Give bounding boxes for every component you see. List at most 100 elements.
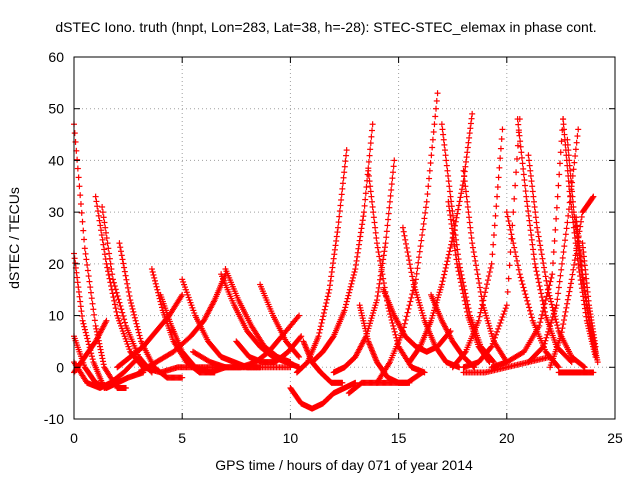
data-point	[105, 268, 112, 275]
data-point	[455, 202, 462, 209]
data-point	[98, 232, 105, 239]
data-point	[569, 198, 576, 205]
data-point	[480, 297, 487, 304]
x-tick-label: 15	[391, 430, 407, 446]
data-point	[453, 256, 460, 263]
data-point	[96, 340, 103, 347]
data-point	[327, 277, 334, 284]
data-point	[90, 306, 97, 313]
data-point	[346, 286, 353, 293]
data-point	[84, 267, 91, 274]
data-point	[389, 175, 396, 182]
data-point	[404, 249, 411, 256]
data-point	[82, 329, 89, 336]
data-point	[560, 126, 567, 133]
data-point	[87, 284, 94, 291]
data-point	[341, 169, 348, 176]
data-point	[93, 325, 100, 332]
data-point	[463, 193, 470, 200]
data-point	[381, 248, 388, 255]
data-point	[406, 302, 413, 309]
data-point	[499, 126, 506, 133]
data-point	[109, 276, 116, 283]
data-point	[491, 334, 498, 341]
data-point	[134, 323, 141, 330]
data-point	[428, 152, 435, 159]
data-point	[571, 257, 578, 264]
data-point	[341, 307, 348, 314]
data-point	[529, 241, 536, 248]
data-point	[438, 121, 445, 128]
data-point	[558, 329, 565, 336]
data-point	[336, 208, 343, 215]
data-point	[464, 308, 471, 315]
data-point	[525, 212, 532, 219]
data-point	[494, 184, 501, 191]
data-point	[364, 171, 371, 178]
data-point	[496, 164, 503, 171]
data-point	[422, 209, 429, 216]
data-point	[450, 212, 457, 219]
data-point	[559, 325, 566, 332]
data-point	[485, 273, 492, 280]
data-point	[450, 217, 457, 224]
data-point	[460, 290, 467, 297]
data-point	[554, 193, 561, 200]
data-point	[564, 219, 571, 226]
data-point	[566, 162, 573, 169]
data-point	[514, 262, 521, 269]
data-point	[352, 266, 359, 273]
data-point	[106, 250, 113, 257]
data-point	[457, 275, 464, 282]
data-point	[525, 301, 532, 308]
data-point	[330, 260, 337, 267]
data-point	[350, 274, 357, 281]
data-point	[441, 147, 448, 154]
data-point	[86, 278, 93, 285]
data-point	[403, 240, 410, 247]
data-point	[367, 140, 374, 147]
data-point	[328, 273, 335, 280]
data-point	[88, 353, 95, 360]
data-point	[456, 198, 463, 205]
data-point	[375, 249, 382, 256]
x-tick-label: 20	[499, 430, 515, 446]
data-point	[495, 325, 502, 332]
data-point	[569, 188, 576, 195]
data-point	[408, 294, 415, 301]
y-tick-label: 20	[48, 256, 64, 272]
data-point	[451, 243, 458, 250]
data-point	[386, 204, 393, 211]
data-point	[512, 182, 519, 189]
data-point	[469, 244, 476, 251]
data-point	[100, 214, 107, 221]
data-point	[553, 215, 560, 222]
data-point	[317, 326, 324, 333]
data-point	[515, 127, 522, 134]
data-point	[401, 232, 408, 239]
data-point	[464, 144, 471, 151]
data-point	[380, 252, 387, 259]
data-point	[400, 324, 407, 331]
data-point	[154, 286, 161, 293]
data-point	[567, 172, 574, 179]
data-point	[347, 283, 354, 290]
chart-title: dSTEC Iono. truth (hnpt, Lon=283, Lat=38…	[55, 19, 596, 35]
data-point	[338, 196, 345, 203]
data-point	[446, 183, 453, 190]
data-point	[510, 209, 517, 216]
data-point	[320, 313, 327, 320]
data-point	[475, 275, 482, 282]
data-point	[358, 225, 365, 232]
data-point	[406, 261, 413, 268]
data-point	[359, 217, 366, 224]
data-point	[368, 193, 375, 200]
data-point	[425, 183, 432, 190]
data-point	[523, 193, 530, 200]
data-point	[514, 257, 521, 264]
data-point	[99, 209, 106, 216]
data-point	[222, 271, 229, 278]
data-point	[573, 139, 580, 146]
data-point	[71, 130, 78, 137]
